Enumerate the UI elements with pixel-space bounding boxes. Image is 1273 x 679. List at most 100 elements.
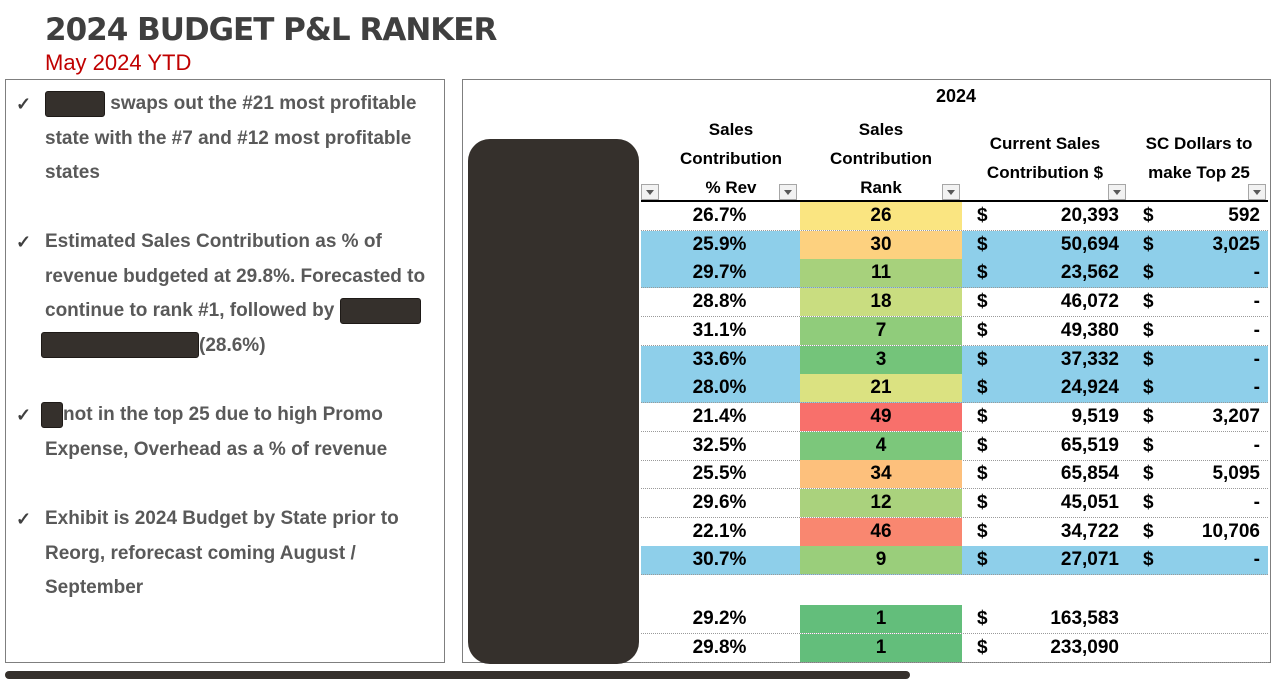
table-row: 21.4% 49 $9,519 $3,207 <box>641 402 1268 432</box>
table-row: 30.7% 9 $27,071 $ - <box>641 546 1268 576</box>
currency-symbol: $ <box>1143 492 1154 513</box>
checkmark-icon: ✓ <box>16 232 32 252</box>
table-row: 25.5% 34 $65,854 $5,095 <box>641 460 1268 490</box>
redacted-state-column <box>468 139 639 664</box>
currency-symbol: $ <box>977 520 988 542</box>
bullet-4-text: Exhibit is 2024 Budget by State prior to… <box>45 508 399 598</box>
sc-to-top25-cell: - <box>1253 291 1260 313</box>
currency-symbol: $ <box>1143 549 1154 571</box>
header-sc-dollars-top25: SC Dollars to make Top 25 <box>1145 134 1253 182</box>
currency-symbol: $ <box>1143 463 1154 485</box>
currency-symbol: $ <box>977 608 988 629</box>
rank-cell: 30 <box>800 230 962 259</box>
current-sc-cell: 23,562 <box>1060 262 1119 284</box>
sc-to-top25-cell: - <box>1253 319 1260 341</box>
table-row: 32.5% 4 $65,519 $ - <box>641 431 1268 461</box>
redacted-block <box>41 401 63 428</box>
bullet-1: ✓ swaps out the #21 most profitable stat… <box>16 87 426 191</box>
current-sc-cell: 24,924 <box>1060 377 1119 399</box>
bullet-2-text: Estimated Sales Contribution as % of rev… <box>41 225 426 363</box>
sc-to-top25-cell: - <box>1253 348 1260 370</box>
current-sc-cell: 233,090 <box>1050 636 1119 658</box>
currency-symbol: $ <box>977 463 988 485</box>
sc-pct-cell: 22.1% <box>692 520 747 542</box>
currency-symbol: $ <box>977 319 988 341</box>
commentary-panel: ✓ swaps out the #21 most profitable stat… <box>5 79 445 663</box>
sc-pct-cell: 30.7% <box>692 549 747 571</box>
bullet-2: ✓ Estimated Sales Contribution as % of r… <box>16 225 426 363</box>
currency-symbol: $ <box>1143 319 1154 341</box>
currency-symbol: $ <box>1143 520 1154 542</box>
table-row: 29.7% 11 $23,562 $ - <box>641 259 1268 289</box>
rank-cell: 1 <box>800 605 962 633</box>
current-sc-cell: 9,519 <box>1071 405 1119 427</box>
filter-dropdown-rank[interactable] <box>942 184 960 200</box>
redacted-footer-bar <box>5 671 910 679</box>
sc-pct-cell: 25.5% <box>692 463 747 485</box>
table-year-header: 2024 <box>936 86 977 106</box>
bullet-4: ✓ Exhibit is 2024 Budget by State prior … <box>16 502 426 606</box>
header-divider <box>641 200 1268 202</box>
header-current-sales-contribution: Current Sales Contribution $ <box>986 134 1104 182</box>
current-sc-cell: 37,332 <box>1060 348 1119 370</box>
table-row: 28.8% 18 $46,072 $ - <box>641 288 1268 318</box>
sc-to-top25-cell: 3,025 <box>1212 233 1260 255</box>
currency-symbol: $ <box>977 233 988 255</box>
current-sc-cell: 45,051 <box>1060 492 1119 513</box>
currency-symbol: $ <box>977 377 988 399</box>
current-sc-cell: 27,071 <box>1060 549 1119 571</box>
checkmark-icon: ✓ <box>16 405 32 425</box>
rank-cell: 3 <box>800 345 962 374</box>
sc-to-top25-cell: 10,706 <box>1201 520 1260 542</box>
currency-symbol: $ <box>977 205 988 226</box>
sc-pct-cell: 25.9% <box>692 233 747 255</box>
sc-pct-cell: 31.1% <box>692 319 747 341</box>
sc-pct-cell: 28.0% <box>692 377 747 399</box>
filter-dropdown-current-sc[interactable] <box>1108 184 1126 200</box>
page-title: 2024 BUDGET P&L RANKER <box>45 12 497 48</box>
filter-dropdown-state[interactable] <box>641 184 659 200</box>
sc-pct-cell: 29.7% <box>692 262 747 284</box>
filter-dropdown-pct-rev[interactable] <box>779 184 797 200</box>
header-sales-contribution-pct: Sales Contribution % Rev <box>680 120 782 197</box>
current-sc-cell: 65,854 <box>1060 463 1119 485</box>
page-subtitle: May 2024 YTD <box>45 50 192 75</box>
currency-symbol: $ <box>1143 233 1154 255</box>
sc-to-top25-cell: - <box>1253 492 1260 513</box>
rank-cell: 1 <box>800 633 962 662</box>
checkmark-icon: ✓ <box>16 509 32 529</box>
rank-cell: 11 <box>800 259 962 288</box>
sc-pct-cell: 21.4% <box>692 405 747 427</box>
current-sc-cell: 65,519 <box>1060 434 1119 456</box>
header-sales-contribution-rank: Sales Contribution Rank <box>830 120 932 197</box>
bullet-3-text: not in the top 25 due to high Promo Expe… <box>41 398 426 467</box>
currency-symbol: $ <box>1143 405 1154 427</box>
sc-to-top25-cell: 3,207 <box>1212 405 1260 427</box>
bullet-3: ✓ not in the top 25 due to high Promo Ex… <box>16 398 426 467</box>
total-row: 29.8% 1 $233,090 <box>641 633 1268 663</box>
sc-pct-cell: 29.8% <box>692 636 747 658</box>
currency-symbol: $ <box>977 434 988 456</box>
filter-dropdown-sc-top25[interactable] <box>1248 184 1266 200</box>
ranker-table-panel: 2024 Sales Contribution % Rev Sales Cont… <box>462 79 1271 664</box>
rank-cell: 46 <box>800 517 962 546</box>
rank-cell: 18 <box>800 288 962 317</box>
sc-pct-cell: 29.2% <box>692 608 747 629</box>
currency-symbol: $ <box>1143 377 1154 399</box>
rank-cell: 9 <box>800 546 962 575</box>
current-sc-cell: 46,072 <box>1060 291 1119 313</box>
table-row: 26.7% 26 $20,393 $592 <box>641 202 1268 231</box>
currency-symbol: $ <box>977 262 988 284</box>
checkmark-icon: ✓ <box>16 94 32 114</box>
rank-cell: 12 <box>800 489 962 517</box>
redacted-block <box>339 297 421 324</box>
sc-pct-cell: 32.5% <box>692 434 747 456</box>
sc-pct-cell: 26.7% <box>692 205 747 226</box>
current-sc-cell: 163,583 <box>1050 608 1119 629</box>
table-row: 25.9% 30 $50,694 $3,025 <box>641 230 1268 260</box>
redacted-block <box>45 90 105 117</box>
currency-symbol: $ <box>977 636 988 658</box>
current-sc-cell: 49,380 <box>1060 319 1119 341</box>
currency-symbol: $ <box>1143 262 1154 284</box>
current-sc-cell: 20,393 <box>1060 205 1119 226</box>
